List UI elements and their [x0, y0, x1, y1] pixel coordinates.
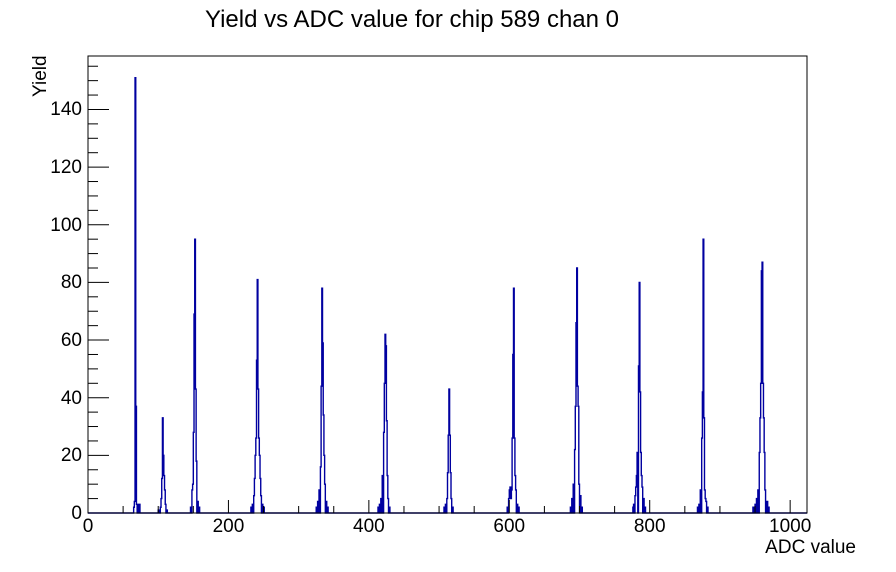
y-tick-label: 0: [71, 503, 82, 524]
y-tick-label: 40: [60, 387, 82, 409]
y-tick-label: 60: [60, 330, 82, 352]
x-tick-label: 1000: [769, 516, 812, 537]
x-tick-label: 600: [493, 516, 526, 537]
x-tick-label: 400: [353, 516, 385, 537]
histogram-line: [88, 77, 807, 514]
x-tick-label: 200: [212, 516, 245, 537]
x-tick-label: 0: [82, 516, 94, 537]
y-tick-label: 140: [50, 99, 82, 121]
x-axis-title: ADC value: [765, 537, 856, 558]
y-tick-label: 100: [50, 214, 82, 236]
y-tick-label: 120: [50, 157, 82, 179]
plot-frame: [87, 55, 808, 514]
chart-title: Yield vs ADC value for chip 589 chan 0: [204, 6, 619, 33]
y-tick-label: 20: [60, 445, 82, 467]
x-tick-label: 800: [633, 516, 666, 537]
y-tick-label: 80: [60, 272, 82, 294]
